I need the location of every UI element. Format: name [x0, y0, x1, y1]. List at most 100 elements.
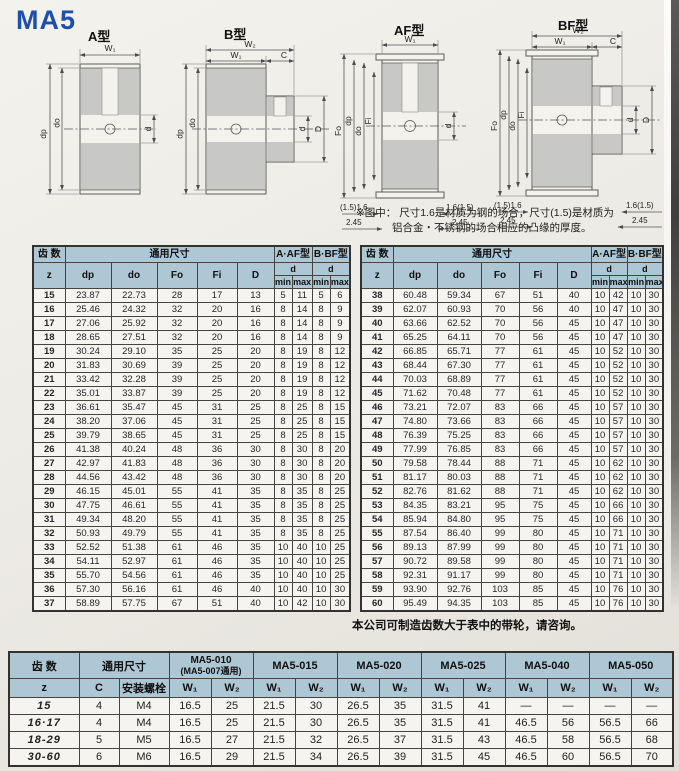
cell: 25 [196, 358, 238, 373]
cell: 24 [32, 414, 66, 429]
cell: 21.5 [252, 697, 296, 715]
header-D: D [556, 262, 592, 289]
header-d-aaf: d [273, 262, 313, 276]
cell: 10 [590, 372, 610, 387]
cell: 26.5 [336, 714, 380, 732]
cell: 10 [626, 330, 646, 345]
cell: 31 [196, 414, 238, 429]
cell: 25 [196, 344, 238, 359]
header-fo: Fo [480, 262, 520, 289]
header-max: max [291, 275, 313, 289]
table-row: 17 27.06 25.92 32 20 16 8 14 8 9 [32, 316, 351, 331]
table-row: 49 77.99 76.85 83 66 45 10 57 10 30 [360, 442, 664, 457]
header-dp: dp [64, 262, 112, 289]
cell: 25 [236, 400, 275, 415]
cell: 35 [291, 484, 313, 499]
cell: 35 [236, 512, 275, 527]
cell: 56 [518, 316, 558, 331]
cell: 9 [329, 316, 351, 331]
cell: 45 [556, 596, 592, 612]
cell: 8 [273, 400, 293, 415]
cell: 10 [590, 386, 610, 401]
cell: 71 [608, 540, 628, 555]
materials-note-line1: ※图中： 尺寸1.6是材质为钢的场合，尺寸(1.5)是材质为 [356, 207, 614, 219]
cell: 46.5 [504, 731, 548, 749]
cell: 8 [311, 344, 331, 359]
cell: 70 [480, 316, 520, 331]
cell: 50 [360, 456, 394, 471]
cell: 70 [630, 748, 674, 767]
table-row: 55 87.54 86.40 99 80 45 10 71 10 30 [360, 526, 664, 541]
cell: 27.06 [64, 316, 112, 331]
header-w2: W₂ [210, 678, 254, 698]
cell: 30 [644, 554, 664, 569]
cell: 85 [518, 596, 558, 612]
materials-note: ※图中： 尺寸1.6是材质为钢的场合，尺寸(1.5)是材质为 铝合金・不锈钢的场… [356, 206, 676, 236]
cell: 30 [32, 498, 66, 513]
cell: 88 [480, 470, 520, 485]
table-row: 41 65.25 64.11 70 56 45 10 47 10 30 [360, 330, 664, 345]
cell: 61 [518, 344, 558, 359]
cell: 35 [236, 568, 275, 583]
cell: 21.5 [252, 714, 296, 732]
header-z: z [32, 262, 66, 289]
cell: 95.49 [392, 596, 438, 612]
cell: 77 [480, 344, 520, 359]
cell: 66 [608, 498, 628, 513]
cell: 45 [556, 540, 592, 555]
cell: 10 [273, 596, 293, 612]
cell: 22 [32, 386, 66, 401]
cell: 40 [291, 582, 313, 597]
dim-label-dp: dp [343, 116, 353, 126]
cell: 35 [236, 540, 275, 555]
cell: 85 [518, 582, 558, 597]
cell: 32 [294, 731, 338, 749]
cell: 10 [273, 582, 293, 597]
cell: — [630, 697, 674, 715]
dim-label-d: d [297, 126, 307, 131]
cell: 80 [518, 568, 558, 583]
cell: 71.62 [392, 386, 438, 401]
cell: 10 [626, 540, 646, 555]
cell: 10 [590, 512, 610, 527]
diagram-label-bf: BF型 [558, 18, 589, 33]
cell: 86.40 [436, 526, 482, 541]
cell: 16.5 [168, 748, 212, 767]
cell: 8 [273, 344, 293, 359]
header-c: C [78, 678, 120, 698]
cell: 25 [291, 414, 313, 429]
dim-label-w1: W₁ [231, 50, 242, 60]
cell: 9 [329, 330, 351, 345]
cell: 40 [291, 540, 313, 555]
cell: 30 [644, 302, 664, 317]
table-row: 59 93.90 92.76 103 85 45 10 76 10 30 [360, 582, 664, 597]
cell: 25 [236, 414, 275, 429]
diagram-label-af: AF型 [394, 23, 425, 38]
cell: 40 [236, 596, 275, 612]
cell: 84.80 [436, 512, 482, 527]
cell: 12 [329, 358, 351, 373]
scan-edge-shadow [671, 0, 679, 610]
cell: 41 [462, 697, 506, 715]
cell: 61 [518, 372, 558, 387]
cell: 30 [644, 526, 664, 541]
cell: 19 [32, 344, 66, 359]
cell: 15 [329, 400, 351, 415]
cell: 45 [556, 386, 592, 401]
cell: 56.16 [110, 582, 158, 597]
cell: 77 [480, 358, 520, 373]
header-z: z [360, 262, 394, 289]
pulley-diagram-a: W₁ dp do d [38, 43, 158, 195]
cell: 35 [378, 697, 422, 715]
cell: 58.89 [64, 596, 112, 612]
cell: 40 [556, 302, 592, 317]
cell: 14 [291, 316, 313, 331]
cell: 35 [156, 344, 198, 359]
cell: 10 [590, 554, 610, 569]
cell: 18 [32, 330, 66, 345]
cell: 70 [480, 330, 520, 345]
cell: 46 [196, 568, 238, 583]
cell: 60.93 [436, 302, 482, 317]
dim-label-do: do [507, 121, 517, 131]
cell: 57 [608, 414, 628, 429]
